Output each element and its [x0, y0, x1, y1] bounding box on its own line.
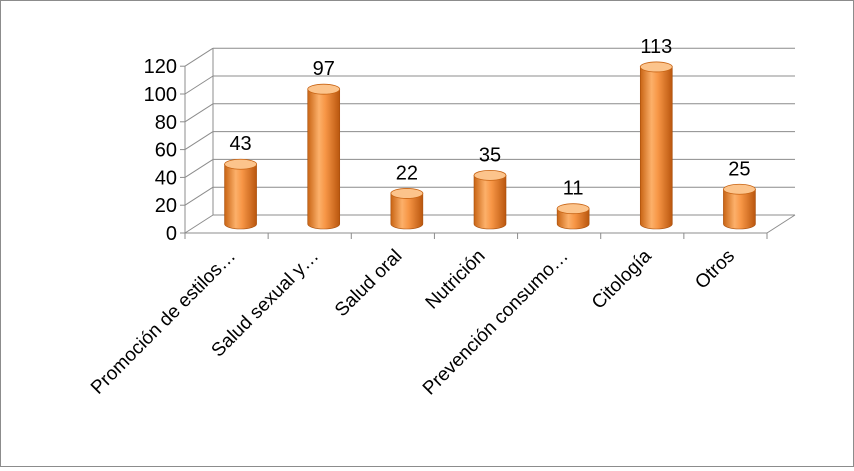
data-label: 43: [229, 133, 251, 155]
data-labels: 43 97 22 35 11 113 25: [229, 36, 750, 200]
category-label: Otros: [691, 246, 739, 294]
bars: [224, 61, 756, 230]
bar-top: [224, 158, 257, 170]
data-label: 97: [313, 58, 335, 80]
data-label: 35: [479, 144, 501, 166]
gridline-side: [184, 47, 214, 67]
bar-body: [723, 188, 756, 230]
y-tick-label: 80: [155, 112, 177, 134]
gridline-side: [184, 214, 214, 234]
bar-top: [390, 188, 424, 199]
bar-top: [639, 61, 673, 73]
bar-body: [473, 175, 507, 230]
bar-top: [473, 169, 507, 181]
y-tick-label: 120: [144, 56, 177, 78]
bar-body: [307, 88, 341, 230]
bar-body: [224, 163, 257, 230]
y-tick-label: 0: [166, 223, 177, 245]
category-label: Salud oral: [331, 246, 406, 321]
gridline-side: [184, 75, 214, 95]
gridline-side: [184, 131, 214, 151]
category-label: Promoción de estilos…: [87, 246, 240, 399]
y-tick-label: 60: [155, 140, 177, 162]
y-tick-label: 40: [155, 167, 177, 189]
bar-body: [639, 66, 673, 230]
bar-top: [307, 83, 341, 95]
gridline-side: [184, 158, 214, 178]
data-label: 25: [728, 158, 750, 180]
bar: [473, 169, 507, 230]
gridline-side: [184, 186, 214, 206]
category-label: Nutrición: [422, 246, 490, 314]
bar: [723, 183, 756, 230]
data-label: 113: [640, 36, 672, 58]
bar-body: [390, 193, 424, 230]
bar-top: [723, 183, 756, 195]
y-tick-label: 100: [144, 84, 177, 106]
category-label: Citología: [588, 245, 656, 313]
bar-body: [556, 208, 590, 230]
data-label: 22: [396, 162, 418, 184]
bar: [224, 158, 257, 230]
data-label: 11: [563, 178, 584, 200]
bar: [307, 83, 341, 230]
bar-top: [556, 203, 590, 215]
gridline-side: [184, 103, 214, 123]
bar: [556, 203, 590, 230]
bar: [639, 61, 673, 230]
category-label: Prevención consumo…: [419, 246, 573, 400]
bar: [390, 188, 424, 230]
floor-right-edge: [766, 214, 796, 234]
y-tick-label: 20: [155, 195, 177, 217]
